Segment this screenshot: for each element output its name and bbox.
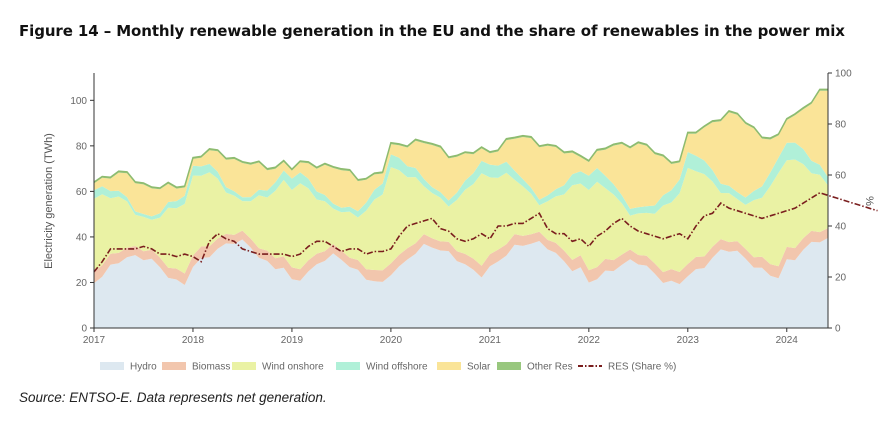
legend-label: Other Res [527, 362, 573, 373]
chart-title: Figure 14 – Monthly renewable generation… [19, 22, 845, 40]
y-tick-label: 100 [70, 96, 87, 107]
y-tick-label: 20 [76, 278, 88, 289]
y2-tick-label: 40 [835, 222, 847, 233]
area-wind-offshore [94, 142, 828, 220]
legend-item[interactable]: Wind offshore [336, 362, 428, 373]
x-tick-label: 2024 [776, 335, 799, 346]
legend-label: Wind offshore [366, 362, 428, 373]
area-layers [93, 88, 828, 328]
y-tick-label: 0 [81, 324, 87, 335]
x-tick-label: 2019 [281, 335, 304, 346]
y2-tick-label: 100 [835, 69, 852, 80]
area-biomass [94, 228, 828, 285]
y-tick-label: 40 [76, 232, 88, 243]
y-axis-label: Electricity generation (TWh) [43, 133, 55, 269]
legend-swatch [437, 362, 461, 370]
y2-tick-label: 20 [835, 273, 847, 284]
y-ticks: 0 20 40 60 80 100 [70, 96, 94, 335]
legend-swatch [336, 362, 360, 370]
y-tick-label: 60 [76, 187, 88, 198]
legend-label: RES (Share %) [608, 362, 676, 373]
y2-tick-label: 0 [835, 324, 841, 335]
legend-label: Wind onshore [262, 362, 324, 373]
legend-label: Solar [467, 362, 491, 373]
legend-item[interactable]: RES (Share %) [578, 362, 676, 373]
source-note: Source: ENTSO-E. Data represents net gen… [19, 390, 327, 405]
y2-tick-label: 80 [835, 120, 847, 131]
legend: Hydro Biomass Wind onshore Wind offshore Sol… [100, 362, 676, 373]
res-share-line [93, 191, 878, 273]
x-tick-label: 2022 [578, 335, 601, 346]
legend-swatch [497, 362, 521, 370]
legend-item[interactable]: Other Res [497, 362, 573, 373]
legend-swatch [100, 362, 124, 370]
y-tick-label: 80 [76, 141, 88, 152]
x-tick-label: 2021 [479, 335, 502, 346]
x-tick-label: 2023 [677, 335, 700, 346]
legend-item[interactable]: Solar [437, 362, 491, 373]
x-tick-label: 2017 [83, 335, 106, 346]
legend-label: Biomass [192, 362, 230, 373]
legend-item[interactable]: Wind onshore [232, 362, 324, 373]
res-share-line-group [93, 191, 878, 273]
y2-tick-label: 60 [835, 171, 847, 182]
stack-top-outline [93, 88, 828, 189]
x-tick-label: 2018 [182, 335, 205, 346]
x-ticks: 2017 2018 2019 2020 2021 2022 2023 2024 [83, 328, 798, 346]
legend-swatch [162, 362, 186, 370]
y2-ticks: 0 20 40 60 80 100 [828, 69, 852, 335]
legend-label: Hydro [130, 362, 157, 373]
legend-item[interactable]: Biomass [162, 362, 230, 373]
legend-item[interactable]: Hydro [100, 362, 157, 373]
legend-swatch [232, 362, 256, 370]
area-hydro [94, 237, 828, 328]
area-wind-onshore [94, 159, 828, 274]
x-tick-label: 2020 [380, 335, 403, 346]
area-solar [94, 90, 828, 217]
y2-axis-label: % [863, 196, 875, 206]
